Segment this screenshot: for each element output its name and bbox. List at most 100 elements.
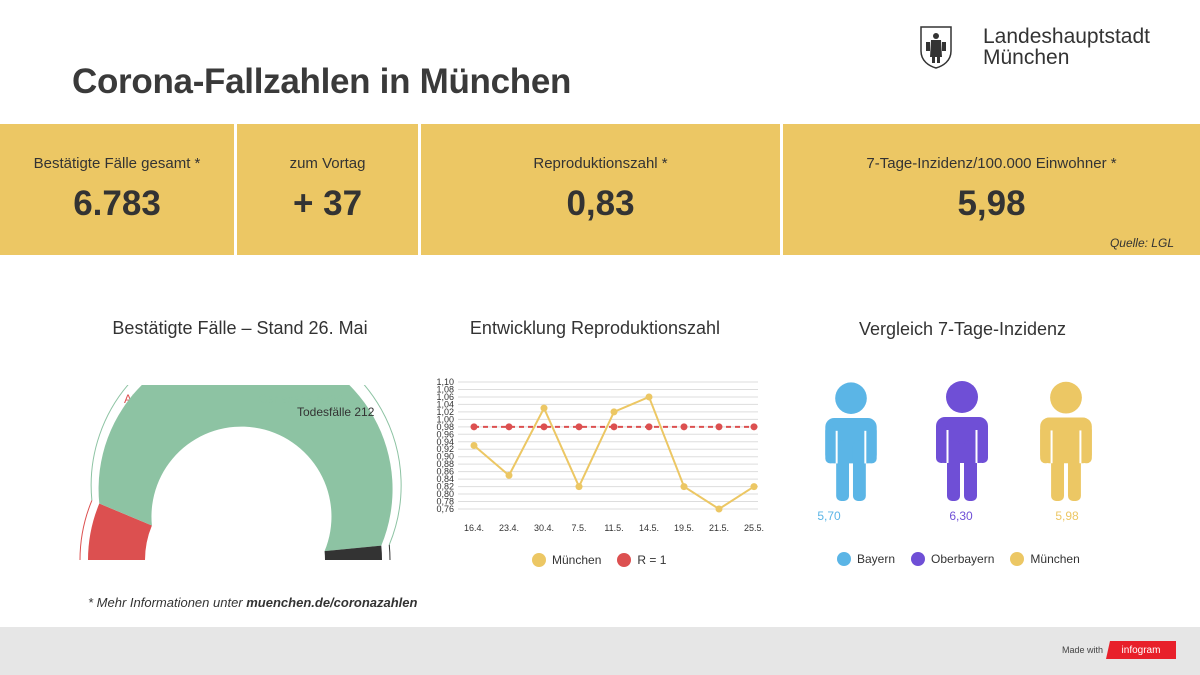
kpi-value: 5,98 [957, 184, 1026, 223]
y-tick-label: 0,78 [436, 497, 454, 507]
kpi-label: Bestätigte Fälle gesamt * [33, 155, 201, 172]
legend-label: Oberbayern [931, 552, 995, 566]
data-point-r1 [750, 423, 758, 431]
y-tick-label: 1,10 [436, 377, 454, 387]
data-point-muenchen [540, 404, 548, 412]
x-tick-label: 14.5. [639, 523, 659, 533]
infogram-label: infogram [1121, 645, 1161, 656]
data-point-muenchen [505, 471, 513, 479]
data-point-muenchen [610, 408, 618, 416]
logo-line-1: Landeshauptstadt [983, 25, 1150, 48]
people-chart-legend: Bayern Oberbayern München [837, 552, 1096, 566]
legend-swatch [1010, 552, 1025, 566]
gauge-segment [88, 503, 152, 560]
data-point-r1 [645, 423, 653, 431]
person-icon [1040, 381, 1092, 501]
kpi-total-cases: Bestätigte Fälle gesamt * 6.783 [0, 124, 234, 255]
footer-bar [0, 627, 1200, 675]
kpi-vs-previous-day: zum Vortag + 37 [237, 124, 418, 255]
gauge-segment [98, 385, 393, 552]
kpi-band: Bestätigte Fälle gesamt * 6.783 zum Vort… [0, 124, 1200, 255]
gauge-chart: Aktuell Infizierte 851Genesene 5720Todes… [79, 385, 402, 561]
person-icon [825, 382, 877, 501]
x-tick-label: 11.5. [604, 523, 623, 533]
legend-item-muenchen: München [1010, 552, 1080, 566]
legend-label: München [1030, 552, 1080, 566]
data-point-r1 [610, 423, 618, 431]
kpi-value: + 37 [292, 184, 363, 223]
y-tick-label: 0,94 [436, 437, 454, 447]
legend-item-oberbayern: Oberbayern [911, 552, 994, 566]
data-point-r1 [680, 423, 688, 431]
data-point-r1 [715, 423, 723, 431]
footnote: * Mehr Informationen unter muenchen.de/c… [88, 595, 417, 610]
y-tick-label: 0,96 [436, 429, 454, 439]
footnote-text: * Mehr Informationen unter [88, 595, 247, 610]
value-label-oberbayern: 6,30 [949, 509, 973, 523]
kpi-label: Reproduktionszahl * [533, 155, 668, 172]
people-chart-title: Vergleich 7-Tage-Inzidenz [858, 319, 1067, 339]
data-point-r1 [540, 423, 548, 431]
data-point-muenchen [750, 483, 758, 491]
legend-label: München [552, 553, 602, 567]
line-chart-title: Entwicklung Reproduktionszahl [469, 318, 721, 338]
legend-label: Bayern [857, 552, 896, 566]
person-icon [936, 381, 988, 501]
data-point-r1 [470, 423, 478, 431]
monk-seal-icon [920, 26, 952, 69]
legend-item-r1: R = 1 [617, 553, 666, 567]
legend-item-bayern: Bayern [837, 552, 895, 566]
source-note: Quelle: LGL [1109, 236, 1174, 250]
data-point-muenchen [575, 483, 583, 491]
reproduction-line-chart: 1,101,081,061,041,021,000,980,960,940,92… [436, 377, 764, 533]
y-tick-label: 0,90 [436, 452, 454, 462]
y-tick-label: 1,02 [436, 407, 454, 417]
y-tick-label: 0,84 [436, 474, 454, 484]
logo-line-2: München [983, 46, 1070, 69]
kpi-label: zum Vortag [289, 155, 366, 172]
gauge-segment-guide [79, 500, 93, 561]
y-tick-label: 0,88 [436, 459, 454, 469]
gauge-segment-guide [388, 544, 391, 561]
x-tick-label: 21.5. [709, 523, 729, 533]
page-title: Corona-Fallzahlen in München [72, 62, 572, 101]
kpi-value: 0,83 [566, 184, 635, 223]
x-tick-label: 30.4. [534, 523, 554, 533]
infogram-badge-shape [1106, 641, 1176, 659]
kpi-label: 7-Tage-Inzidenz/100.000 Einwohner * [866, 155, 1117, 172]
y-tick-label: 1,00 [436, 414, 454, 424]
x-tick-label: 16.4. [464, 523, 484, 533]
kpi-reproduction: Reproduktionszahl * 0,83 [421, 124, 780, 255]
gauge-segment-label: Genesene 5720 [258, 392, 344, 406]
legend-swatch [837, 552, 851, 566]
y-tick-label: 0,98 [436, 422, 454, 432]
incidence-people-chart [825, 381, 1092, 501]
y-tick-label: 0,76 [436, 504, 454, 514]
data-point-muenchen [470, 442, 478, 449]
y-tick-label: 1,06 [436, 392, 454, 402]
gauge-title: Bestätigte Fälle – Stand 26. Mai [112, 318, 368, 338]
legend-item-muenchen: München [532, 553, 601, 567]
x-tick-label: 7.5. [571, 523, 586, 533]
gauge-segment-guide [90, 385, 402, 545]
footnote-link[interactable]: muenchen.de/coronazahlen [246, 595, 418, 610]
x-tick-label: 23.4. [499, 523, 519, 533]
infogram-badge[interactable]: infogram [1106, 641, 1176, 661]
legend-swatch [532, 553, 546, 567]
data-point-muenchen [680, 483, 688, 491]
legend-label: R = 1 [637, 553, 667, 567]
gauge-segment [324, 545, 382, 560]
kpi-value: 6.783 [73, 184, 161, 223]
legend-swatch [617, 553, 632, 567]
value-label-muenchen: 5,98 [1055, 509, 1079, 523]
y-tick-label: 0,86 [436, 467, 454, 477]
city-logo: Landeshauptstadt München [919, 24, 1179, 70]
data-point-r1 [505, 423, 513, 431]
x-tick-label: 19.5. [674, 523, 694, 533]
y-tick-label: 0,82 [436, 482, 454, 492]
legend-swatch [911, 552, 926, 566]
y-tick-label: 1,08 [436, 384, 454, 394]
y-tick-label: 0,80 [436, 489, 454, 499]
gauge-segment-label: Todesfälle 212 [297, 405, 375, 419]
line-chart-legend: München R = 1 [532, 553, 682, 567]
